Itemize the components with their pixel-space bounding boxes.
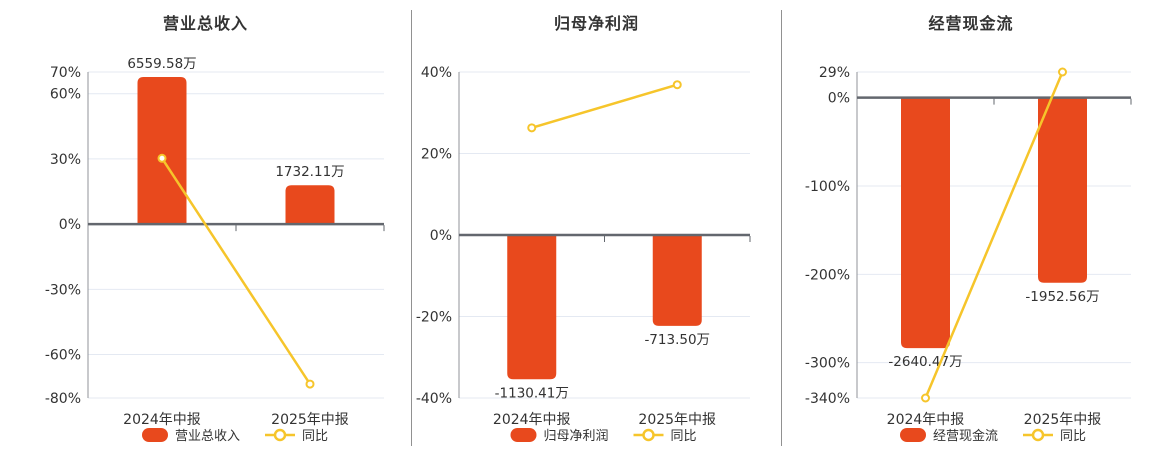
y-tick-label: 20% [421, 147, 452, 163]
x-category-label: 2025年中报 [638, 412, 716, 428]
y-tick-label: -100% [805, 179, 850, 195]
yoy-marker-2024年中报 [157, 153, 167, 163]
bar-value-label: 1732.11万 [275, 164, 344, 180]
y-tick-label: -40% [416, 391, 452, 407]
yoy-marker-2024年中报 [921, 393, 930, 403]
chart-title-cash-flow: 经营现金流 [928, 14, 1014, 33]
net-profit-chart-canvas: 40% 20% 0% -20% -40% -1130.41万 -713.50万 2024年中报… [416, 65, 751, 444]
bar-2025年中报 [1038, 97, 1087, 283]
y-tick-label: 60% [50, 87, 81, 103]
bar-value-label: 6559.58万 [127, 56, 196, 72]
y-tick-label: -80% [45, 391, 81, 407]
panel-divider-2 [781, 10, 782, 446]
legend-item-bar-series[interactable]: 营业总收入 [142, 428, 240, 444]
y-tick-label: -20% [416, 310, 452, 326]
yoy-line [924, 70, 1064, 400]
y-tick-label: 40% [421, 65, 452, 81]
y-tick-label: 70% [50, 65, 81, 81]
x-category-label: 2025年中报 [1024, 412, 1102, 428]
bar-value-label: -2640.47万 [888, 354, 962, 370]
legend-yoy-label: 同比 [671, 429, 697, 444]
bar-value-label: -713.50万 [644, 332, 710, 348]
yoy-marker-2025年中报 [305, 379, 315, 389]
legend-bar-swatch [510, 428, 537, 442]
legend-bar-label: 经营现金流 [933, 428, 998, 444]
panel-divider-1 [411, 10, 412, 446]
legend-item-yoy-series[interactable]: 同比 [633, 428, 697, 444]
legend-bar-swatch [142, 428, 168, 442]
x-category-label: 2024年中报 [493, 412, 571, 428]
y-tick-label: 0% [59, 217, 81, 233]
bar-2024年中报 [137, 76, 187, 225]
bar-2025年中报 [285, 185, 335, 225]
legend-item-yoy-series[interactable]: 同比 [1023, 428, 1086, 444]
bar-2024年中报 [507, 235, 557, 380]
y-tick-label: 0% [430, 228, 452, 244]
bar-value-label: -1952.56万 [1025, 289, 1099, 305]
legend-item-bar-series[interactable]: 归母净利润 [510, 428, 609, 444]
yoy-marker-2024年中报 [527, 123, 537, 133]
y-tick-label: -340% [805, 391, 850, 407]
yoy-line [530, 83, 679, 130]
bar-2025年中报 [652, 235, 702, 326]
legend-bar-label: 归母净利润 [544, 429, 609, 444]
legend-yoy-marker-icon [642, 428, 655, 442]
chart-panel-revenue: 营业总收入 70% 60% 30% 0% -30% -60% -80% 6559.58万 173… [0, 0, 411, 450]
chart-panel-cash-flow: 经营现金流 29% 0% -100% -200% -300% -340% -2640.47万… [782, 0, 1160, 450]
revenue-chart-canvas: 70% 60% 30% 0% -30% -60% -80% 6559.58万 1732.11万 2… [45, 56, 385, 444]
x-category-label: 2025年中报 [271, 412, 349, 428]
y-tick-label: -30% [45, 282, 81, 298]
bar-2024年中报 [901, 97, 950, 349]
y-tick-label: -60% [45, 348, 81, 364]
legend-item-bar-series[interactable]: 经营现金流 [900, 428, 998, 444]
cash-flow-chart-canvas: 29% 0% -100% -200% -300% -340% -2640.47万 -1952.… [805, 65, 1132, 444]
y-tick-label: -300% [805, 356, 850, 372]
legend-bar-swatch [900, 428, 926, 442]
legend-yoy-marker-icon [273, 428, 287, 442]
y-tick-label: 30% [50, 152, 81, 168]
y-tick-label: 0% [828, 91, 850, 107]
legend-bar-label: 营业总收入 [175, 429, 240, 444]
yoy-marker-2025年中报 [1058, 67, 1067, 77]
legend-yoy-label: 同比 [302, 429, 328, 444]
legend-yoy-marker-icon [1031, 428, 1045, 442]
bar-value-label: -1130.41万 [495, 385, 569, 401]
x-category-label: 2024年中报 [887, 412, 965, 428]
yoy-line [160, 157, 312, 386]
chart-title-revenue: 营业总收入 [162, 14, 248, 33]
chart-panel-net-profit: 归母净利润 40% 20% 0% -20% -40% -1130.41万 -713.50万 2… [412, 0, 781, 450]
yoy-marker-2025年中报 [672, 80, 682, 90]
x-category-label: 2024年中报 [123, 412, 201, 428]
legend-item-yoy-series[interactable]: 同比 [265, 428, 328, 444]
legend-yoy-label: 同比 [1060, 429, 1086, 444]
y-tick-label: -200% [805, 267, 850, 283]
y-tick-label: 29% [819, 65, 850, 81]
chart-title-net-profit: 归母净利润 [553, 14, 639, 33]
